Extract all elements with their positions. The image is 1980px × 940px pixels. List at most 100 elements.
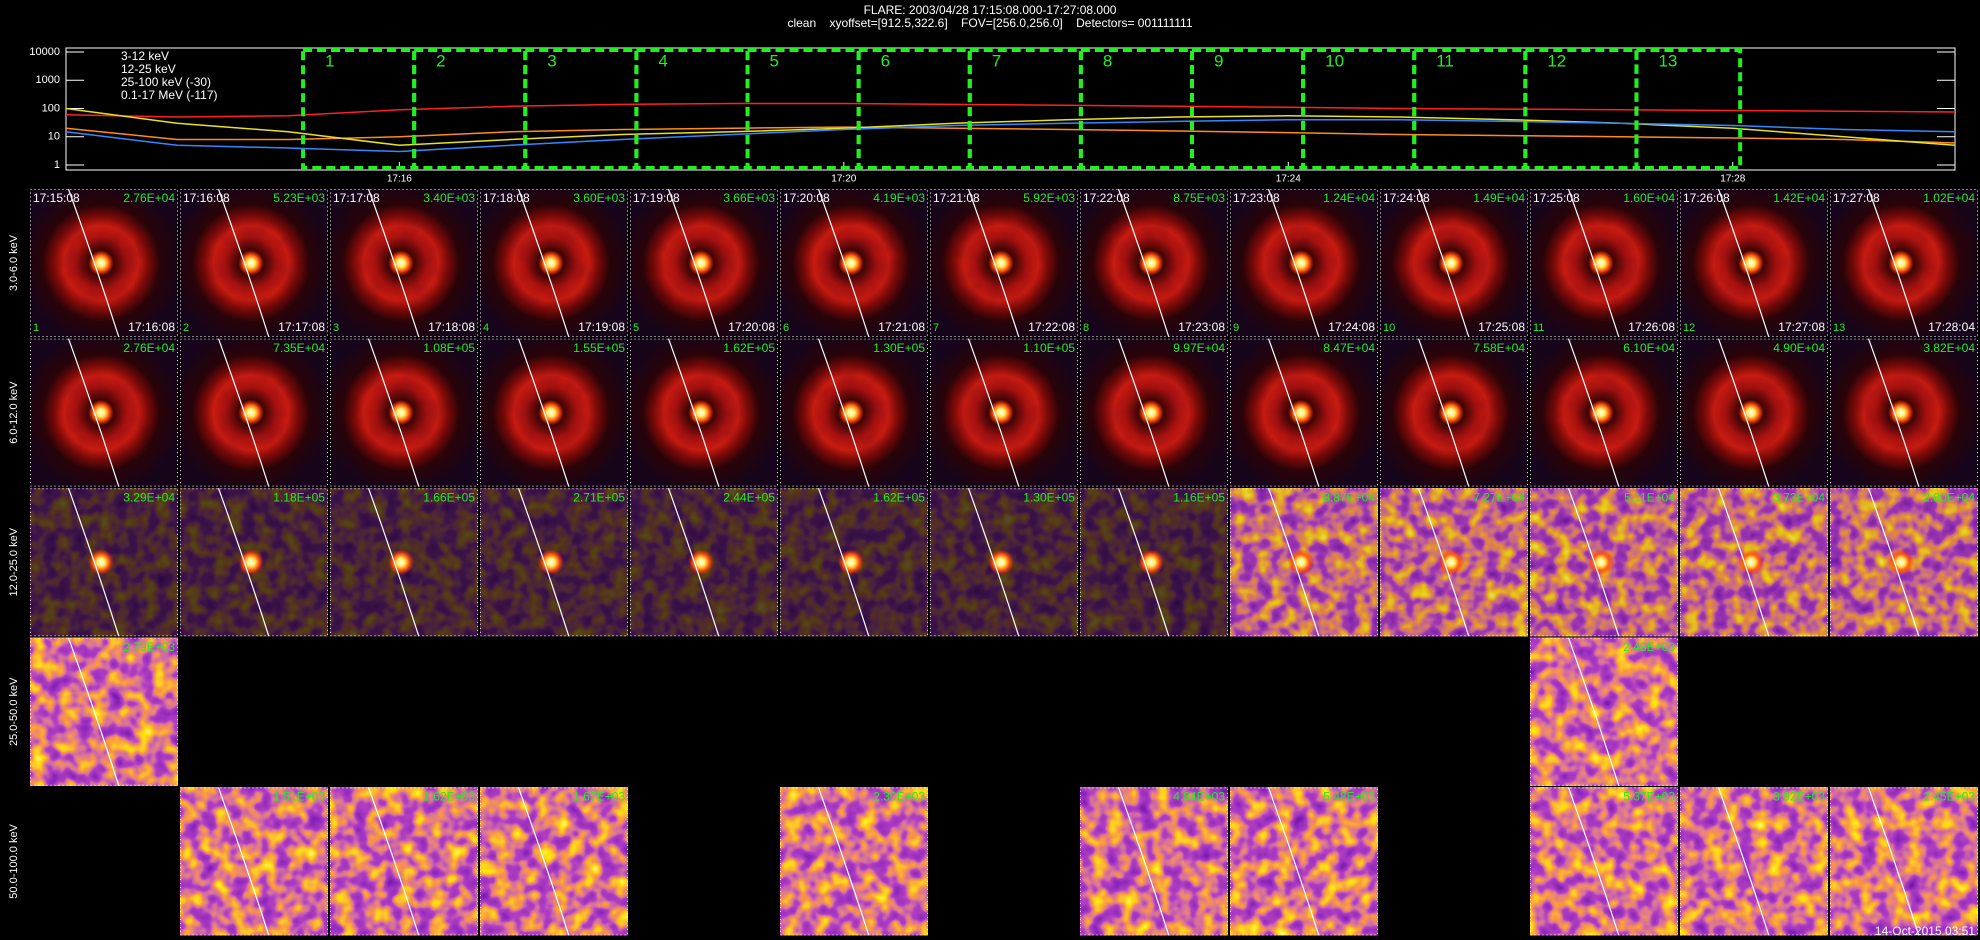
panel-index: 6 (783, 322, 789, 334)
solar-limb (1267, 487, 1320, 637)
panel-border (1830, 787, 1978, 936)
panel-border (1530, 338, 1678, 487)
image-panel: 1.42E+04 17:26:08 17:27:08 12 (1680, 188, 1828, 338)
image-texture (1530, 637, 1678, 786)
panel-border (330, 189, 478, 337)
image-panel: 3.73E+04 (1680, 487, 1828, 637)
y-tick-label: 10000 (29, 46, 60, 58)
source-spot (1438, 399, 1465, 426)
source-spot (88, 250, 115, 276)
panel-border (180, 787, 328, 936)
source-spot (1138, 399, 1165, 426)
peak-label: 1.30E+05 (873, 341, 925, 355)
image-panel: 5.11E+04 (1530, 487, 1678, 637)
start-time: 17:22:08 (1083, 191, 1130, 205)
image-texture (1830, 787, 1978, 936)
image-panel: 2.44E+05 (630, 487, 778, 637)
solar-limb (217, 787, 270, 936)
solar-limb (1417, 188, 1470, 338)
panel-border (330, 787, 478, 936)
start-time: 17:27:08 (1833, 191, 1880, 205)
solar-limb (667, 188, 720, 338)
peak-label: 1.67E+03 (573, 790, 625, 804)
subtitle: clean xyoffset=[912.5,322.6] FOV=[256.0,… (787, 16, 1192, 30)
image-panel: 2.48E+03 (1530, 637, 1678, 786)
solar-limb (367, 487, 420, 637)
interval-box (856, 48, 972, 170)
interval-label: 11 (1436, 51, 1454, 70)
solar-limb (517, 188, 570, 338)
peak-label: 1.55E+05 (573, 341, 625, 355)
source-spot (88, 549, 115, 576)
peak-label: 2.45E+03 (1923, 790, 1975, 804)
solar-limb (1567, 487, 1620, 637)
image-panel: 1.30E+05 (930, 487, 1078, 637)
panel-border (1080, 189, 1228, 337)
peak-label: 1.18E+05 (273, 490, 325, 504)
image-panel: 8.47E+04 (1230, 338, 1378, 487)
panel-border (330, 338, 478, 487)
image-panel: 1.02E+04 17:27:08 17:28:04 13 (1830, 188, 1978, 338)
x-tick-label: 17:16 (387, 174, 412, 185)
solar-limb (967, 188, 1020, 338)
row-label: 25.0-50.0 keV (8, 677, 20, 746)
peak-label: 7.35E+04 (273, 341, 325, 355)
peak-label: 2.79E+03 (123, 640, 175, 654)
solar-limb (67, 188, 120, 338)
start-time: 17:17:08 (333, 191, 380, 205)
solar-limb (817, 188, 870, 338)
start-time: 17:15:08 (33, 191, 80, 205)
panel-index: 12 (1683, 322, 1695, 334)
image-texture (180, 787, 328, 936)
panel-border (180, 189, 328, 337)
peak-label: 1.60E+04 (1623, 191, 1675, 205)
source-spot (838, 399, 865, 426)
solar-limb (1267, 338, 1320, 487)
peak-label: 3.29E+04 (123, 490, 175, 504)
panel-border (780, 189, 928, 337)
solar-limb (367, 188, 420, 338)
panel-index: 7 (933, 322, 939, 334)
source-spot (388, 399, 415, 426)
image-panel: 7.27E+04 (1380, 487, 1528, 637)
peak-label: 2.30E+03 (873, 790, 925, 804)
image-panel: 1.62E+05 (630, 338, 778, 487)
solar-limb (1267, 787, 1320, 936)
panel-border (780, 338, 928, 487)
panel-index: 4 (483, 322, 489, 334)
source-spot (1288, 549, 1315, 576)
interval-box (1189, 48, 1306, 170)
image-panel: 1.16E+05 (1080, 487, 1228, 637)
image-panel: 2.79E+03 (30, 637, 178, 786)
image-panel: 1.18E+05 (180, 487, 328, 637)
series-line (65, 126, 1956, 144)
end-time: 17:22:08 (1028, 320, 1075, 334)
image-panel: 1.49E+04 17:24:08 17:25:08 10 (1380, 188, 1528, 338)
source-spot (1738, 549, 1765, 576)
image-panel: 5.23E+03 17:16:08 17:17:08 2 (180, 188, 328, 338)
panel-border (30, 488, 178, 637)
peak-label: 5.92E+03 (1023, 191, 1075, 205)
panel-border (1380, 338, 1528, 487)
panel-index: 13 (1833, 322, 1845, 334)
row-label: 3.0-6.0 keV (8, 234, 20, 291)
peak-label: 1.49E+04 (1473, 191, 1525, 205)
source-spot (238, 399, 265, 426)
panel-border (330, 488, 478, 637)
panel-border (1830, 189, 1978, 337)
peak-label: 2.80E+04 (1923, 490, 1975, 504)
solar-limb (1567, 637, 1620, 786)
peak-label: 2.71E+05 (573, 490, 625, 504)
peak-label: 4.19E+03 (873, 191, 925, 205)
panel-index: 3 (333, 322, 339, 334)
peak-label: 9.97E+04 (1173, 341, 1225, 355)
end-time: 17:17:08 (278, 320, 325, 334)
peak-label: 5.48E+03 (1323, 790, 1375, 804)
interval-label: 6 (881, 51, 890, 70)
peak-label: 1.08E+05 (423, 341, 475, 355)
row-label: 6.0-12.0 keV (8, 381, 20, 444)
peak-label: 4.84E+03 (1173, 790, 1225, 804)
source-spot (1888, 399, 1915, 426)
image-panel: 7.58E+04 (1380, 338, 1528, 487)
panel-index: 8 (1083, 322, 1089, 334)
